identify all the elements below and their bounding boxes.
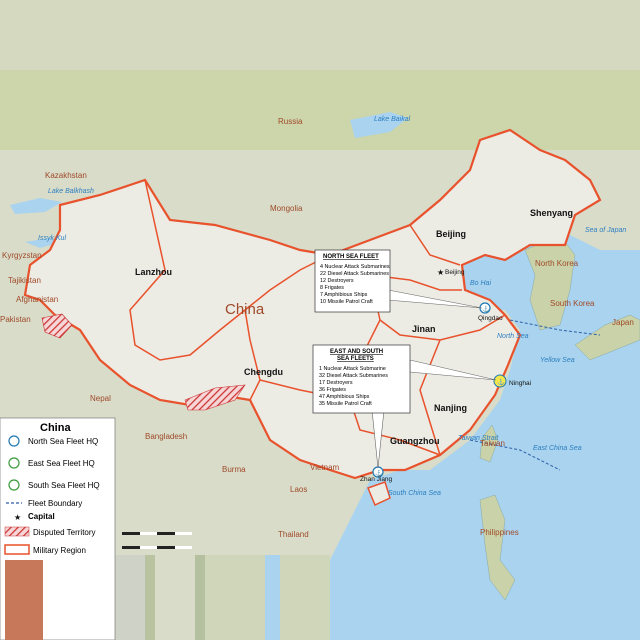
svg-text:4 Nuclear Attack Submarines: 4 Nuclear Attack Submarines <box>320 264 390 270</box>
japan-land <box>574 314 640 361</box>
east-south-sea-fleet-callout: EAST AND SOUTH SEA FLEETS 1 Nuclear Atta… <box>312 344 411 414</box>
region-label: Guangzhou <box>390 436 440 446</box>
disputed-territory-east <box>184 384 246 411</box>
country-label: Japan <box>612 318 634 327</box>
country-label: Mongolia <box>270 204 303 213</box>
region-label: Lanzhou <box>135 267 172 277</box>
water-label: Taiwan Strait <box>458 435 499 442</box>
svg-text:North Sea Fleet HQ: North Sea Fleet HQ <box>28 437 98 446</box>
country-label: North Korea <box>535 259 579 268</box>
country-label: Tajikistan <box>8 276 41 285</box>
svg-text:South Sea Fleet HQ: South Sea Fleet HQ <box>28 481 100 490</box>
region-label: Chengdu <box>244 367 283 377</box>
svg-text:Disputed Territory: Disputed Territory <box>33 528 96 537</box>
water-label: Bo Hai <box>470 280 491 287</box>
hatch-swatch-icon <box>4 526 30 537</box>
country-label: South Korea <box>550 299 595 308</box>
disputed-territory-west <box>41 313 73 339</box>
country-label: Thailand <box>278 530 309 539</box>
region-label: Nanjing <box>434 403 467 413</box>
region-swatch-fill <box>5 560 43 640</box>
china-label: China <box>225 301 265 318</box>
svg-text:47 Amphibious Ships: 47 Amphibious Ships <box>319 394 370 400</box>
svg-text:EAST AND SOUTH: EAST AND SOUTH <box>330 349 383 355</box>
bottom-stretch-band <box>115 555 330 640</box>
country-label: Burma <box>222 465 246 474</box>
svg-text:8 Frigates: 8 Frigates <box>320 285 344 291</box>
fleet-boundaries <box>469 319 601 471</box>
star-icon: ★ <box>14 513 21 522</box>
legend: China North Sea Fleet HQ East Sea Fleet … <box>0 417 116 640</box>
svg-text:32 Diesel Attack Submarines: 32 Diesel Attack Submarines <box>319 373 388 379</box>
svg-text:35 Missile Patrol Craft: 35 Missile Patrol Craft <box>319 401 372 407</box>
country-label: Laos <box>290 485 307 494</box>
city-label: Qingdao <box>478 315 503 322</box>
taiwan-land <box>479 424 499 463</box>
region-label: Jinan <box>412 324 436 334</box>
city-label: Beijing <box>445 269 465 276</box>
anchor-icon <box>8 457 20 469</box>
capital-star-icon: ★ <box>437 268 444 277</box>
country-label: Taiwan <box>480 439 505 448</box>
hainan-land <box>367 481 391 507</box>
svg-text:22 Diesel Attack Submarines: 22 Diesel Attack Submarines <box>320 271 389 277</box>
lake-baikal <box>350 112 408 138</box>
north-sea-fleet-hq: ⚓ <box>479 302 491 314</box>
water-label: Yellow Sea <box>540 357 575 364</box>
region-label: Shenyang <box>530 208 573 218</box>
scale-bar <box>122 532 192 549</box>
country-label: Philippines <box>480 528 519 537</box>
svg-text:Military Region: Military Region <box>33 546 86 555</box>
svg-text:SEA FLEETS: SEA FLEETS <box>337 356 374 362</box>
svg-text:⚓: ⚓ <box>482 305 489 313</box>
country-label: Bangladesh <box>145 432 187 441</box>
svg-text:Fleet Boundary: Fleet Boundary <box>28 499 82 508</box>
water-label: East China Sea <box>533 445 582 452</box>
water-label: Lake Baikal <box>374 116 411 123</box>
svg-text:17 Destroyers: 17 Destroyers <box>319 380 353 386</box>
water-label: North Sea <box>497 333 529 340</box>
svg-text:1 Nuclear Attack Submarine: 1 Nuclear Attack Submarine <box>319 366 386 372</box>
country-label: Nepal <box>90 394 111 403</box>
svg-text:7 Amphibious Ships: 7 Amphibious Ships <box>320 292 368 298</box>
lake-balkhash <box>10 198 62 214</box>
city-label: Zhan Jiang <box>360 476 393 483</box>
water-label: Lake Balkhash <box>48 188 94 195</box>
water-label: South China Sea <box>388 490 441 497</box>
legend-title: China <box>40 422 71 434</box>
region-swatch-icon <box>4 544 30 555</box>
city-label: Ninghai <box>509 380 531 387</box>
philippines-land <box>479 494 516 601</box>
svg-text:10 Missile Patrol Craft: 10 Missile Patrol Craft <box>320 299 373 305</box>
country-label: Pakistan <box>0 315 31 324</box>
bohai-water <box>460 255 500 290</box>
svg-text:Capital: Capital <box>28 512 55 521</box>
water-label: Issyk Kul <box>38 235 66 242</box>
north-sea-fleet-callout: NORTH SEA FLEET 4 Nuclear Attack Submari… <box>314 249 391 313</box>
anchor-icon <box>8 435 20 447</box>
country-label: Afghanistan <box>16 295 58 304</box>
east-sea-fleet-hq: ⚓ <box>493 374 507 388</box>
svg-text:36 Frigates: 36 Frigates <box>319 387 346 393</box>
svg-text:⚓: ⚓ <box>375 469 382 477</box>
country-label: Russia <box>278 117 303 126</box>
top-band <box>0 0 640 70</box>
anchor-icon <box>8 479 20 491</box>
china-mainland <box>23 128 602 480</box>
water-label: Sea of Japan <box>585 227 626 234</box>
svg-text:12 Destroyers: 12 Destroyers <box>320 278 354 284</box>
svg-text:⚓: ⚓ <box>497 378 504 386</box>
svg-text:East Sea Fleet HQ: East Sea Fleet HQ <box>28 459 95 468</box>
issyk-kul <box>25 238 58 248</box>
country-label: Vietnam <box>310 463 340 472</box>
svg-text:NORTH SEA FLEET: NORTH SEA FLEET <box>323 254 379 260</box>
country-label: Kyrgyzstan <box>2 251 42 260</box>
region-label: Beijing <box>436 229 466 239</box>
country-label: Kazakhstan <box>45 171 87 180</box>
